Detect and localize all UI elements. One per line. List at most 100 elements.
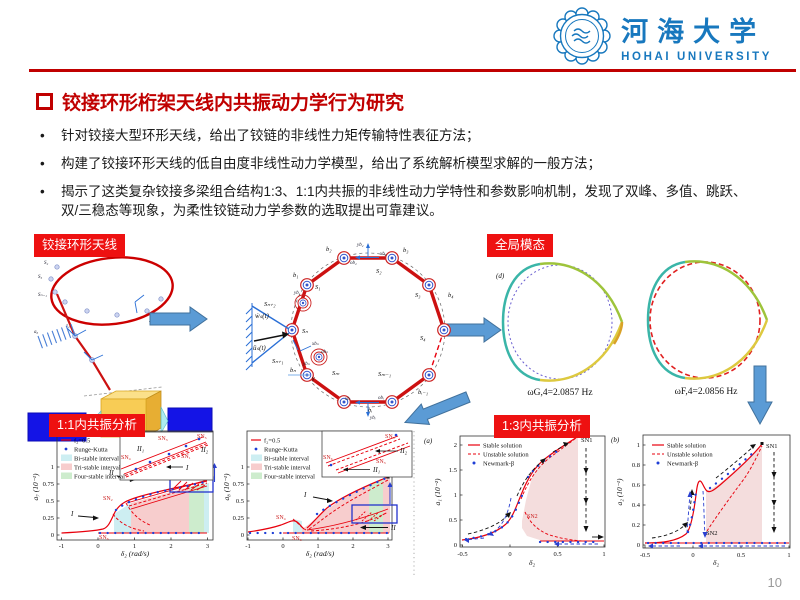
ring-label-b3: b₃ (403, 247, 409, 254)
inset-SN3: SN₃ (376, 459, 386, 465)
legend-newmark: Newmark-β (483, 461, 515, 468)
annotation-I: I (70, 510, 74, 518)
inset-I: I (185, 464, 189, 472)
arrowhead-down (771, 500, 777, 506)
inset-II2: II₂ (200, 446, 209, 454)
annotation-SN6: SN₆ (292, 536, 302, 542)
arrowhead-blue (464, 538, 469, 543)
xtick: 1 (602, 551, 605, 558)
unstable-upper (520, 437, 577, 500)
bullet-item-1: 针对铰接大型环形天线，给出了铰链的非线性力矩传输特性表征方法； (38, 126, 762, 145)
slide-title-row: 铰接环形桁架天线内共振动力学行为研究 (36, 88, 404, 115)
ytick: 0.75 (43, 481, 54, 488)
antenna-ring-ellipse (50, 256, 174, 326)
runge-kutta-dots-upper (114, 480, 207, 512)
tag-1-3-resonance: 1:3内共振分析 (494, 415, 590, 438)
frame-label-obN: obₙ (321, 350, 329, 355)
branch-II-unstable (128, 482, 208, 507)
legend-four: Four-stable interval (74, 474, 125, 481)
unstable-curve (706, 445, 763, 532)
annotation-I-arrowhead (327, 498, 333, 503)
chart2-inset: SN₆ SN₃ SN₅ II₂ II₁ (321, 430, 413, 478)
tri-stable-region (302, 484, 369, 533)
legend-rk: Runge-Kutta (264, 447, 298, 454)
ring-label-s2: S₂ (376, 268, 382, 275)
ytick: 0.25 (43, 515, 54, 522)
ring-truss-model-diagram: S₁ S₂ S₃ S₄ Sₙ Sₙ₊₁ Sₙ₊₂ Sₘ Sₘ₋₁ b₁ b₂ b… (245, 243, 454, 421)
arrowhead (598, 534, 604, 540)
legend-four-swatch (61, 472, 72, 479)
xlabel: δ₂ (713, 558, 719, 567)
ytick: 1 (51, 464, 54, 471)
legend-four: Four-stable interval (264, 474, 315, 481)
satellite-antenna-diagram: S₂ S₃ Sₙ₋₁ Sᵢ₋₁ z₂ a₀ (27, 256, 213, 442)
frame-label-ybi: ybᵢ (369, 416, 376, 421)
jump-up-arrowhead (387, 482, 393, 487)
mode1-frequency: ωG,4=2.0857 Hz (527, 388, 592, 398)
unstable-drop (524, 511, 583, 542)
ytick: 0.75 (233, 481, 244, 488)
inset-solid-lines (325, 435, 411, 474)
frame-arrowhead (355, 255, 360, 260)
arrowhead-down (583, 526, 589, 532)
tag-hinged-ring-antenna: 铰接环形天线 (34, 234, 126, 257)
ytick: 2 (454, 442, 457, 449)
bi-stable-region-2 (204, 483, 209, 533)
branch-I-curve (61, 480, 208, 534)
inset-SN3: SN₃ (158, 436, 168, 442)
arrowhead-blue (648, 543, 653, 549)
xtick: -1 (245, 543, 250, 550)
chart1-legend: f₂=0.5 Runge-Kutta Bi-stable interval Tr… (61, 438, 125, 481)
legend-newmark-swatch (656, 461, 660, 465)
inset-I-arrowhead (166, 465, 171, 469)
ytick: 1 (241, 464, 244, 471)
zoom-highlight-box (351, 504, 398, 524)
ytick: 0 (241, 532, 244, 539)
sat-label-z2: z₂ (65, 324, 70, 329)
hinge-node (422, 278, 436, 292)
mode1-ring-right (612, 321, 624, 345)
chart4-legend: Stable solution Unstable solution Newmar… (652, 443, 713, 468)
hinge-coil-mark (294, 294, 312, 312)
satellite-guide-line (83, 386, 163, 397)
inset-dots (134, 437, 201, 471)
arrow-modes-to-1-3-plots (747, 365, 773, 426)
ylabel: a₁ (10⁻²) (433, 478, 442, 505)
arrowhead-down (771, 527, 777, 533)
ring-beams-upper (290, 256, 446, 331)
legend-four-swatch (251, 472, 262, 479)
inset-SN5: SN₅ (197, 434, 207, 440)
xtick: 0.5 (737, 552, 745, 559)
arrowhead (540, 458, 546, 464)
ring-label-s3: S₃ (415, 292, 421, 299)
legend-bi-swatch (61, 454, 72, 461)
legend-tri: Tri-stable interval (74, 465, 121, 472)
legend-unstable: Unstable solution (483, 452, 529, 459)
chart-1-3-a2: SN1 SN2 (b) Stable solution Unstable sol… (611, 434, 791, 567)
hinge-node (337, 251, 351, 265)
arrowhead (682, 522, 688, 528)
ytick: 1 (637, 442, 640, 449)
newmark-dots-1 (464, 491, 525, 541)
legend-stable: Stable solution (483, 443, 523, 450)
frame-label-xb2: xb₂ (379, 252, 387, 257)
annotation-I-arrow (77, 515, 96, 518)
reference-dashed-circle (290, 252, 446, 408)
annotation-SN2: SN2 (527, 514, 538, 520)
chart-1-3-a1: SN1 SN2 (a) Stable solution Unstable sol… (424, 435, 606, 567)
tag-global-modes: 全局模态 (487, 234, 554, 257)
antenna-ring-joints (48, 264, 164, 318)
excitation-accel-label: üₛ(t) (253, 344, 266, 352)
sn1-marker (760, 442, 764, 445)
hinge-node (385, 395, 399, 409)
branch-II-curve-2 (130, 485, 208, 510)
global-mode-shape-1: (d) ωG,4=2.0857 Hz (496, 262, 624, 398)
bistable-region (706, 444, 762, 543)
annotation-SN1: SN1 (766, 443, 778, 450)
ring-label-s4: S₄ (420, 335, 426, 342)
satellite-body-side (145, 390, 162, 438)
dense-curves-hatch (172, 480, 206, 491)
inset-SN4: SN₄ (121, 455, 131, 461)
